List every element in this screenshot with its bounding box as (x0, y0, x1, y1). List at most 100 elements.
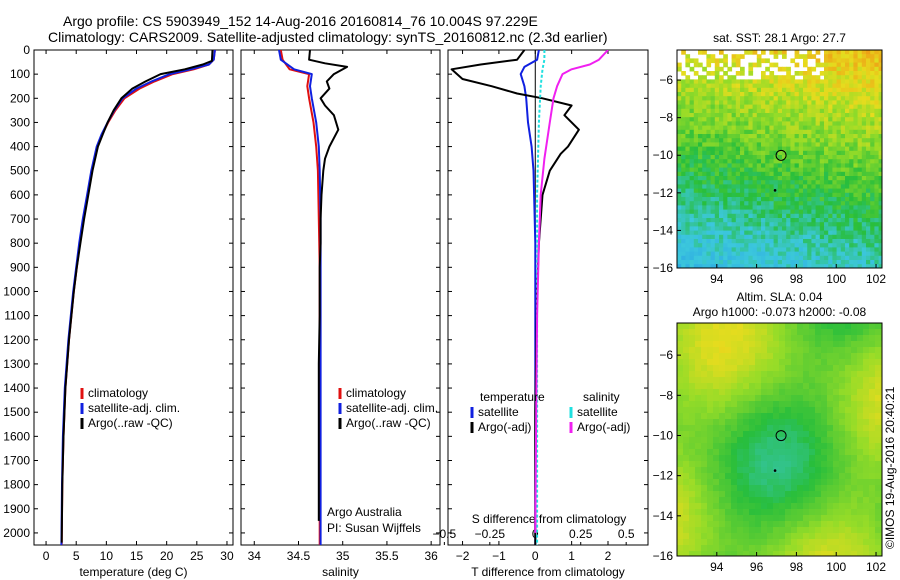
map-cell (683, 533, 690, 540)
map-cell (701, 509, 708, 516)
map-cell (845, 138, 850, 143)
map-cell (857, 71, 863, 76)
map-cell (791, 509, 798, 516)
map-cell (791, 347, 798, 354)
map-cell (773, 150, 779, 156)
map-cell (836, 243, 842, 248)
map-cell (803, 515, 810, 522)
map-cell (779, 509, 786, 516)
map-cell (685, 213, 691, 219)
map-cell (815, 117, 821, 122)
map-cell (875, 527, 882, 534)
map-cell (803, 419, 810, 426)
map-cell (827, 365, 834, 372)
map-cell (681, 264, 686, 268)
map-cell (693, 230, 699, 236)
map-cell (869, 401, 876, 408)
map-cell (851, 551, 858, 556)
map-cell (752, 247, 758, 253)
map-cell (681, 197, 686, 202)
map-cell (752, 108, 758, 114)
map-cell (735, 54, 741, 59)
map-cell (869, 371, 876, 378)
map-cell (755, 425, 762, 432)
map-cell (749, 383, 756, 390)
map-cell (832, 255, 838, 261)
map-cell (815, 87, 821, 93)
map-cell (683, 341, 690, 348)
map-cell (807, 92, 812, 97)
map-cell (875, 497, 882, 504)
map-cell (836, 150, 842, 156)
map-cell (815, 353, 822, 360)
map-cell (840, 205, 846, 211)
map-cell (782, 255, 787, 261)
map-cell (706, 180, 712, 185)
map-cell (849, 75, 854, 80)
map-cell (677, 455, 684, 462)
map-cell (853, 251, 859, 257)
map-cell (727, 113, 733, 118)
map-cell (875, 431, 882, 438)
map-cell (769, 96, 775, 101)
map-cell (710, 192, 716, 198)
map-cell (713, 341, 720, 348)
map-cell (689, 251, 695, 257)
map-cell (851, 353, 858, 360)
map-cell (861, 230, 867, 236)
map-cell (677, 192, 682, 198)
map-cell (681, 247, 686, 253)
map-cell (756, 87, 762, 93)
map-cell (824, 142, 829, 148)
map-cell (695, 395, 702, 402)
map-cell (821, 545, 828, 552)
map-cell (851, 437, 858, 444)
map-cell (786, 92, 791, 97)
map-cell (723, 79, 728, 85)
map-cell (773, 485, 780, 492)
map-cell (828, 113, 833, 118)
map-cell (803, 497, 810, 504)
map-cell (832, 167, 838, 173)
map-cell (710, 79, 716, 85)
map-cell (773, 108, 779, 114)
map-cell (824, 108, 829, 114)
map-cell (740, 92, 745, 97)
map-cell (761, 75, 766, 80)
map-cell (853, 255, 859, 261)
map-cell (755, 401, 762, 408)
map-cell (845, 359, 852, 366)
map-cell (744, 138, 749, 143)
map-cell (755, 413, 762, 420)
map-cell (845, 79, 850, 85)
map-cell (824, 54, 829, 59)
map-cell (719, 201, 724, 206)
map-cell (773, 222, 779, 227)
map-cell (878, 243, 882, 248)
map-cell (828, 87, 833, 93)
map-cell (756, 54, 762, 59)
map-cell (827, 341, 834, 348)
map-cell (756, 255, 762, 261)
map-cell (706, 239, 712, 244)
map-cell (875, 323, 882, 330)
map-cell (809, 467, 816, 474)
map-cell (815, 230, 821, 236)
map-cell (719, 425, 726, 432)
map-cell (819, 96, 825, 101)
map-cell (767, 533, 774, 540)
map-cell (833, 419, 840, 426)
map-cell (719, 437, 726, 444)
map-cell (803, 117, 808, 122)
map-cell (815, 503, 822, 510)
map-cell (731, 108, 737, 114)
map-cell (821, 359, 828, 366)
map-cell (866, 234, 871, 240)
map-cell (779, 329, 786, 336)
map-cell (706, 260, 712, 265)
map-cell (851, 341, 858, 348)
map-cell (773, 205, 779, 211)
map-cell (743, 533, 750, 540)
map-cell (698, 159, 703, 164)
map-cell (755, 473, 762, 480)
